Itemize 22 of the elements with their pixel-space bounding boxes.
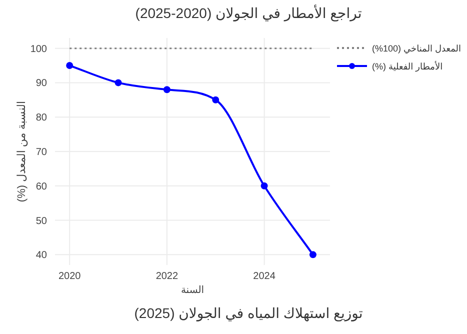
point xyxy=(114,79,122,86)
x-tick-label: 2022 xyxy=(156,271,179,282)
chart-title: تراجع الأمطار في الجولان (2020-2025) xyxy=(135,4,362,22)
y-tick-label: 60 xyxy=(36,181,48,192)
y-tick-label: 50 xyxy=(36,216,48,227)
legend-label: الأمطار الفعلية (%) xyxy=(372,60,443,72)
y-tick-label: 90 xyxy=(36,78,48,90)
y-tick-label: 70 xyxy=(36,147,48,158)
y-tick-label: 100 xyxy=(30,44,48,55)
x-tick-label: 2024 xyxy=(253,271,276,282)
y-axis-title: النسبة من المعدل (%) xyxy=(16,100,28,202)
x-tick-label: 2020 xyxy=(58,271,82,282)
point xyxy=(309,251,316,258)
x-axis-title: السنة xyxy=(180,285,204,296)
y-tick-label: 40 xyxy=(36,250,48,262)
legend-label: المعدل المناخي (100%) xyxy=(372,44,462,54)
point xyxy=(260,182,268,190)
point xyxy=(66,62,74,70)
y-tick-label: 80 xyxy=(36,112,48,124)
text: توزيع استهلاك المياه في الجولان (2025) xyxy=(134,305,363,322)
point xyxy=(212,96,220,104)
point xyxy=(163,86,170,94)
